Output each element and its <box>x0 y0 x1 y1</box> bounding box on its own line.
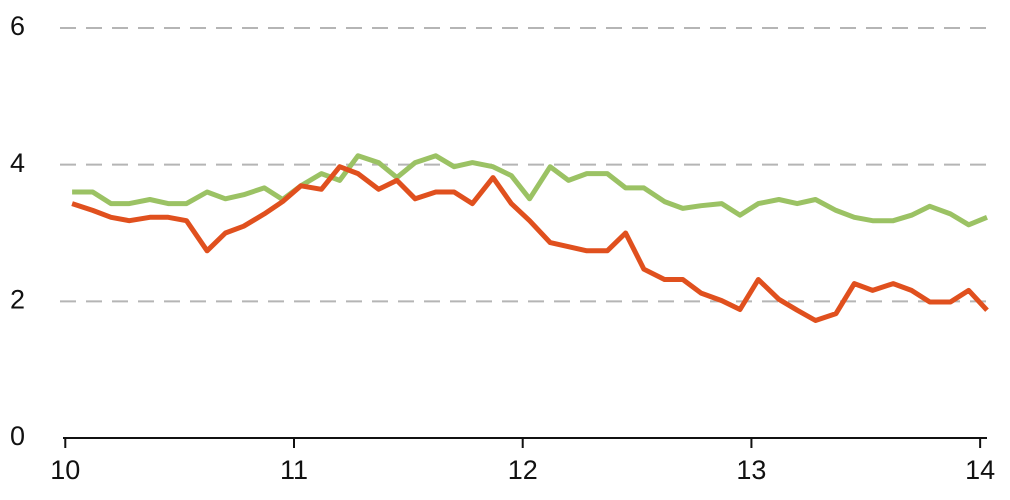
y-tick-label: 6 <box>10 11 25 41</box>
series-line <box>72 153 988 228</box>
series-line <box>71 164 989 323</box>
x-tick-label: 10 <box>50 455 80 485</box>
x-tick-label: 11 <box>280 455 308 485</box>
y-tick-label: 2 <box>10 284 25 314</box>
y-tick-label: 4 <box>10 148 25 178</box>
x-tick-label: 14 <box>965 455 995 485</box>
y-tick-label: 0 <box>10 421 25 451</box>
x-tick-label: 13 <box>736 455 766 485</box>
x-tick-label: 12 <box>508 455 538 485</box>
